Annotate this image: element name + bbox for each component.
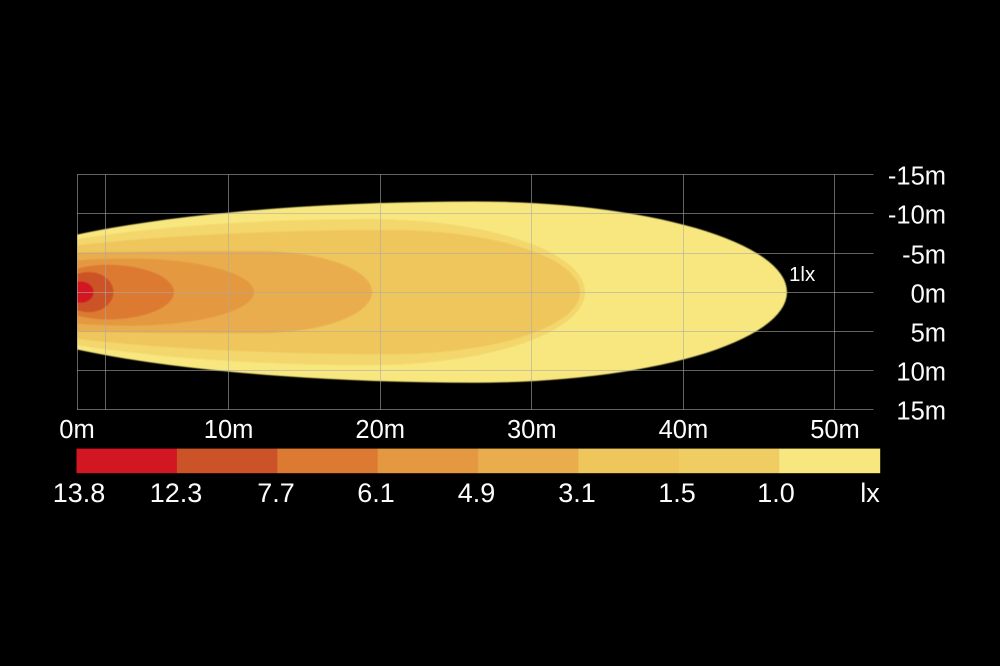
svg-text:1.5: 1.5 (658, 478, 696, 508)
svg-text:lx: lx (860, 478, 880, 508)
svg-text:4.9: 4.9 (458, 478, 496, 508)
svg-text:7.7: 7.7 (257, 478, 295, 508)
svg-text:5m: 5m (911, 319, 946, 347)
svg-text:12.3: 12.3 (150, 478, 203, 508)
svg-text:-15m: -15m (888, 162, 946, 190)
svg-text:10m: 10m (896, 358, 946, 386)
svg-text:30m: 30m (507, 416, 557, 444)
svg-text:20m: 20m (355, 416, 405, 444)
svg-text:6.1: 6.1 (357, 478, 395, 508)
svg-text:13.8: 13.8 (53, 478, 106, 508)
svg-text:-5m: -5m (902, 241, 946, 269)
svg-text:10m: 10m (204, 416, 254, 444)
svg-text:3.1: 3.1 (558, 478, 596, 508)
svg-text:1lx: 1lx (789, 263, 816, 286)
svg-text:1.0: 1.0 (757, 478, 795, 508)
svg-text:-10m: -10m (888, 201, 946, 229)
svg-text:0m: 0m (911, 280, 946, 308)
svg-text:40m: 40m (659, 416, 709, 444)
svg-text:15m: 15m (896, 397, 946, 425)
svg-text:0m: 0m (59, 416, 94, 444)
svg-text:50m: 50m (810, 416, 860, 444)
